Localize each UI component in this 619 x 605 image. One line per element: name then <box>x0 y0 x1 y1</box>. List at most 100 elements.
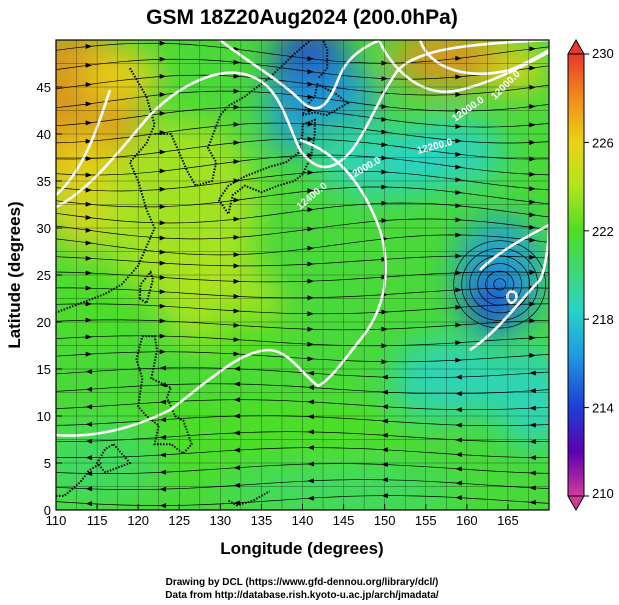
height-contour <box>469 223 549 352</box>
stream-arrow <box>85 351 93 357</box>
stream-arrow <box>85 301 93 307</box>
height-contour <box>56 138 388 437</box>
stream-arrow <box>455 55 462 61</box>
x-tick-label: 165 <box>497 513 519 528</box>
x-axis-ticks: 110 115 120 125 130 135 140 145 150 155 160 165 <box>46 504 519 528</box>
stream-arrow <box>85 138 93 144</box>
height-contour <box>56 89 112 196</box>
stream-arrow <box>85 172 93 178</box>
stream-arrow <box>85 334 93 340</box>
stream-arrow <box>455 74 462 80</box>
stream-arrow <box>85 404 93 410</box>
colorbar-bottom-arrow <box>567 495 585 512</box>
stream-arrow <box>307 478 314 484</box>
coastline-segment <box>301 82 350 117</box>
stream-arrow <box>307 169 314 175</box>
height-contours <box>56 40 549 437</box>
stream-arrow <box>307 261 314 267</box>
stream-arrow <box>85 270 93 276</box>
y-tick-label: 35 <box>37 174 51 189</box>
stream-arrow <box>159 274 167 280</box>
stream-arrow <box>233 88 240 94</box>
stream-arrow <box>85 317 93 323</box>
colorbar-body <box>567 53 585 497</box>
stream-arrow <box>307 188 314 194</box>
x-tick-label: 115 <box>87 513 108 528</box>
stream-arrow <box>85 215 93 221</box>
stream-arrow <box>233 447 240 453</box>
stream-arrow <box>233 73 240 79</box>
stream-arrow <box>529 103 536 109</box>
stream-arrow <box>455 452 462 458</box>
stream-arrow <box>307 445 314 451</box>
coastline-segment <box>56 462 102 497</box>
stream-arrow <box>85 240 93 246</box>
stream-arrow <box>233 351 240 357</box>
stream-arrow <box>455 407 462 413</box>
stream-arrow <box>233 121 240 127</box>
coastline-segment <box>138 270 155 305</box>
stream-arrow <box>307 370 314 376</box>
stream-arrow <box>455 92 462 98</box>
stream-arrow <box>455 108 462 114</box>
coastline-segment <box>154 40 312 187</box>
stream-arrow <box>159 452 167 458</box>
stream-arrow <box>85 421 93 427</box>
stream-arrow <box>307 207 314 213</box>
stream-arrow <box>455 437 462 443</box>
chart-title: GSM 18Z20Aug2024 (200.0hPa) <box>146 6 458 29</box>
stream-arrow <box>85 43 93 49</box>
stream-arrow <box>85 455 93 461</box>
stream-arrow <box>233 397 240 403</box>
stream-arrow <box>159 56 167 62</box>
stream-arrow <box>455 138 462 144</box>
stream-arrow <box>159 333 167 339</box>
stream-arrow <box>85 101 93 107</box>
stream-arrow <box>455 304 462 310</box>
stream-arrow <box>529 370 536 376</box>
stream-arrow <box>307 295 314 301</box>
y-tick-label: 10 <box>37 409 51 424</box>
stream-arrow <box>455 151 462 157</box>
stream-arrow <box>307 429 314 435</box>
colorbar-label: 230 <box>592 46 614 61</box>
field-cell <box>395 117 506 188</box>
stream-arrow <box>455 495 462 501</box>
stream-arrow <box>307 414 314 420</box>
stream-arrow <box>307 226 314 232</box>
stream-arrow <box>159 249 167 255</box>
stream-arrow <box>529 388 536 394</box>
stream-arrow <box>159 149 167 155</box>
stream-arrow <box>529 269 536 275</box>
stream-arrow <box>455 357 462 363</box>
y-tick-label: 5 <box>44 456 51 471</box>
stream-arrow <box>455 270 462 276</box>
cyclone-streamline <box>469 255 531 314</box>
stream-arrow <box>455 422 462 428</box>
field-cell <box>390 40 511 89</box>
stream-arrow <box>233 465 240 471</box>
stream-arrow <box>233 293 240 299</box>
stream-arrow <box>307 136 314 142</box>
y-tick-label: 30 <box>37 221 51 236</box>
stream-arrow <box>529 186 536 192</box>
stream-arrow <box>233 430 240 436</box>
stream-arrow <box>529 335 536 341</box>
y-tick-label: 20 <box>37 315 51 330</box>
stream-arrow <box>233 322 240 328</box>
cyclone-streamline <box>453 240 547 329</box>
x-tick-label: 150 <box>374 513 396 528</box>
colorbar-label: 210 <box>592 486 614 501</box>
stream-arrow <box>307 107 314 113</box>
stream-arrow <box>529 455 536 461</box>
stream-arrow <box>233 216 240 222</box>
stream-arrow <box>85 285 93 291</box>
stream-arrow <box>233 252 240 258</box>
stream-arrow <box>529 254 536 260</box>
stream-arrow <box>85 438 93 444</box>
stream-arrow <box>159 235 167 241</box>
stream-arrow <box>307 81 314 87</box>
stream-arrow <box>455 322 462 328</box>
stream-arrow <box>307 311 314 317</box>
colorbar-label: 214 <box>592 401 614 416</box>
